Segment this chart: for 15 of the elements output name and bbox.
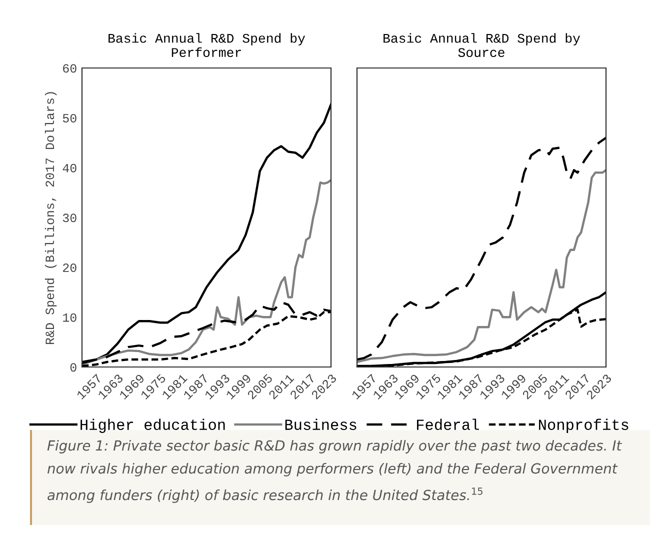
y-tick-label: 50 [62,114,76,122]
y-tick-label: 10 [63,313,76,322]
legend-label: Higher education [80,418,225,433]
chart-title: Basic Annual R&D Spend by Performer [108,33,306,58]
y-tick-label: 60 [63,64,76,73]
legend-label: Business [285,418,356,430]
y-tick-label: 40 [62,164,76,172]
y-tick-label: 20 [63,264,76,272]
legend-label: Nonprofits [539,418,628,433]
caption: Figure 1: Private sector basic R&D has grown rapidly over the past two decades. It now rivals higher education among performers (left) and the Federal Government among funders (right) of basic research in the United States.$^{15}$ [47,440,622,503]
y-tick-label: 0 [70,363,76,372]
legend-label: Federal [417,418,479,430]
y-tick-label: 30 [62,214,76,222]
y-axis-title: R&D Spend (Billions, 2017 Dollars) [44,92,57,344]
chart-title: Basic Annual R&D Spend by Source [384,33,580,58]
